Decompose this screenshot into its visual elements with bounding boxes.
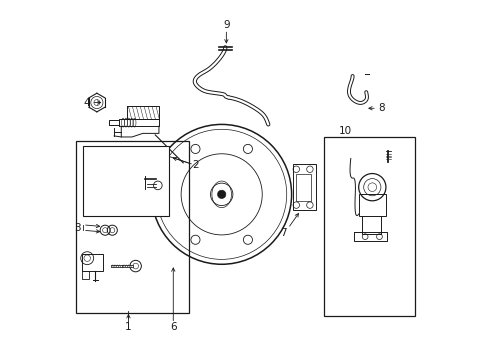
Text: 6: 6 bbox=[170, 322, 176, 332]
Bar bbox=[324, 137, 416, 316]
Text: 3: 3 bbox=[74, 223, 80, 233]
Bar bbox=[359, 194, 386, 216]
Polygon shape bbox=[120, 119, 159, 126]
Text: 7: 7 bbox=[280, 228, 287, 238]
Text: 5: 5 bbox=[147, 191, 154, 201]
Text: 2: 2 bbox=[193, 160, 199, 170]
Bar bbox=[82, 254, 103, 271]
Bar bbox=[83, 146, 169, 216]
Circle shape bbox=[218, 190, 226, 199]
Text: 9: 9 bbox=[223, 20, 230, 30]
Bar bbox=[293, 164, 316, 211]
Text: 4: 4 bbox=[83, 98, 90, 108]
Text: 8: 8 bbox=[378, 103, 385, 113]
Polygon shape bbox=[126, 107, 159, 119]
Bar bbox=[76, 140, 190, 313]
Text: 1: 1 bbox=[125, 322, 132, 332]
Bar bbox=[296, 174, 311, 201]
Polygon shape bbox=[354, 232, 387, 241]
Text: 10: 10 bbox=[339, 126, 352, 136]
